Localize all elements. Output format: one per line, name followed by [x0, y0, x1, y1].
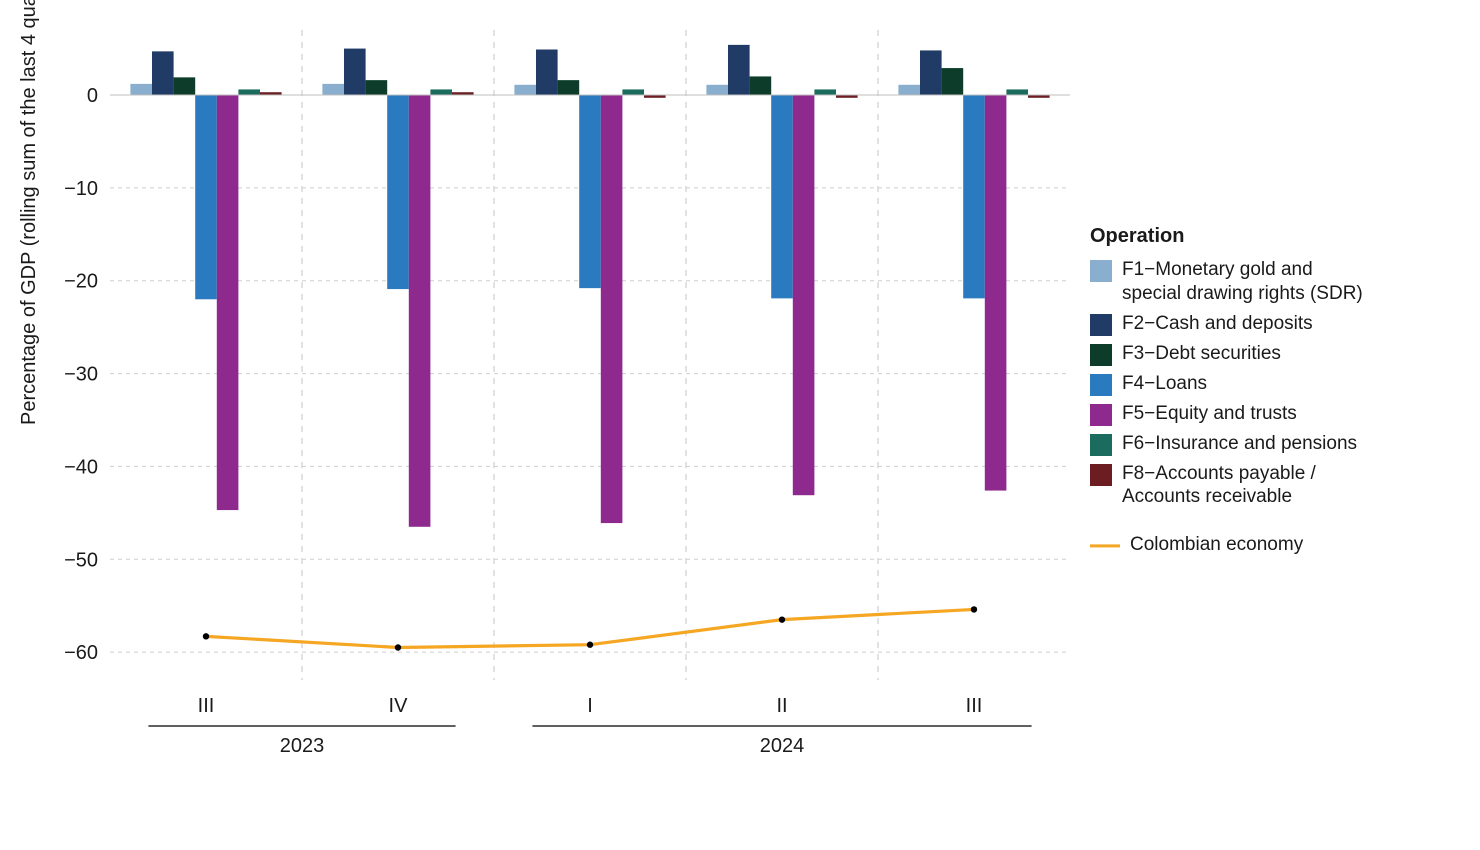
- bar-F3: [174, 77, 196, 95]
- bar-F3: [750, 76, 772, 95]
- x-tick-quarter: III: [966, 695, 983, 717]
- y-tick-label: −10: [64, 178, 98, 200]
- legend-item: F3−Debt securities: [1090, 342, 1450, 366]
- legend-label: F1−Monetary gold and special drawing rig…: [1122, 258, 1363, 306]
- legend-label: F6−Insurance and pensions: [1122, 432, 1357, 456]
- x-tick-quarter: III: [198, 695, 215, 717]
- bar-F2: [152, 51, 174, 95]
- bar-F4: [579, 95, 601, 288]
- x-tick-quarter: II: [776, 695, 787, 717]
- legend-swatch: [1090, 404, 1112, 426]
- bar-F6: [622, 89, 644, 95]
- y-tick-label: −60: [64, 642, 98, 664]
- bar-F4: [387, 95, 409, 289]
- legend-label: F8−Accounts payable / Accounts receivabl…: [1122, 462, 1316, 510]
- bar-F6: [430, 89, 452, 95]
- chart-container: Percentage of GDP (rolling sum of the la…: [0, 0, 1480, 850]
- line-marker: [779, 616, 785, 622]
- bar-F3: [366, 80, 388, 95]
- y-tick-label: −20: [64, 271, 98, 293]
- bar-F5: [985, 95, 1007, 491]
- bar-F5: [409, 95, 431, 527]
- legend-swatch: [1090, 314, 1112, 336]
- bar-F6: [1006, 89, 1028, 95]
- legend: Operation F1−Monetary gold and special dr…: [1090, 225, 1450, 563]
- legend-swatch: [1090, 434, 1112, 456]
- legend-swatch: [1090, 344, 1112, 366]
- bar-F3: [942, 68, 964, 95]
- bar-F5: [601, 95, 623, 523]
- line-marker: [395, 644, 401, 650]
- line-marker: [971, 606, 977, 612]
- bar-F5: [217, 95, 239, 510]
- bar-F3: [558, 80, 580, 95]
- legend-swatch: [1090, 464, 1112, 486]
- y-tick-label: 0: [87, 85, 98, 107]
- bar-F4: [771, 95, 793, 298]
- bar-F6: [814, 89, 836, 95]
- legend-item-line: Colombian economy: [1090, 533, 1450, 557]
- legend-item: F8−Accounts payable / Accounts receivabl…: [1090, 462, 1450, 510]
- legend-swatch: [1090, 260, 1112, 282]
- bar-F2: [536, 50, 558, 96]
- bar-F6: [238, 89, 260, 95]
- legend-label: F3−Debt securities: [1122, 342, 1281, 366]
- legend-swatch: [1090, 374, 1112, 396]
- legend-label: F4−Loans: [1122, 372, 1207, 396]
- x-tick-quarter: I: [587, 695, 593, 717]
- legend-item: F2−Cash and deposits: [1090, 312, 1450, 336]
- y-tick-label: −50: [64, 549, 98, 571]
- bar-F5: [793, 95, 815, 495]
- x-tick-quarter: IV: [389, 695, 409, 717]
- x-year-label: 2023: [280, 735, 325, 757]
- bar-F2: [920, 50, 942, 95]
- bar-F1: [322, 84, 344, 95]
- legend-item: F4−Loans: [1090, 372, 1450, 396]
- bar-F1: [706, 85, 728, 95]
- legend-item: F5−Equity and trusts: [1090, 402, 1450, 426]
- legend-label: F2−Cash and deposits: [1122, 312, 1313, 336]
- bar-F2: [344, 49, 366, 95]
- bar-F4: [963, 95, 985, 298]
- y-tick-label: −40: [64, 456, 98, 478]
- legend-label: Colombian economy: [1130, 533, 1303, 557]
- line-marker: [203, 633, 209, 639]
- bar-F1: [514, 85, 536, 95]
- legend-line-swatch: [1090, 535, 1120, 557]
- y-tick-label: −30: [64, 364, 98, 386]
- y-axis-title: Percentage of GDP (rolling sum of the la…: [18, 0, 41, 425]
- legend-title: Operation: [1090, 225, 1450, 248]
- bar-F1: [898, 85, 920, 95]
- legend-item: F6−Insurance and pensions: [1090, 432, 1450, 456]
- bar-F2: [728, 45, 750, 95]
- bar-F1: [130, 84, 152, 95]
- legend-item: F1−Monetary gold and special drawing rig…: [1090, 258, 1450, 306]
- x-year-label: 2024: [760, 735, 805, 757]
- legend-label: F5−Equity and trusts: [1122, 402, 1297, 426]
- line-marker: [587, 642, 593, 648]
- bar-F4: [195, 95, 217, 299]
